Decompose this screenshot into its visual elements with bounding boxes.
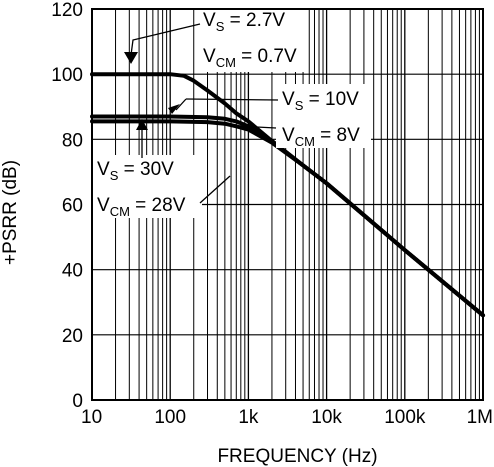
plot-frame [91, 8, 484, 401]
annotation-label: VCM = 0.7V [203, 46, 297, 70]
annotation-label: VS = 10V [282, 89, 359, 113]
series-line-3 [90, 119, 485, 318]
x-tick-label: 10k [311, 407, 342, 428]
arrow-head [124, 52, 138, 64]
y-axis-label: +PSRR (dB) [0, 160, 21, 265]
annotation-group: VS = 2.7V VCM = 0.7V VS = 10V VCM = 8V VS = … [92, 6, 371, 219]
tick-labels: 0 20 40 60 80 100 120 10 100 1k 10k 100k 1M [51, 0, 493, 428]
annotation-leader [235, 125, 277, 129]
annotation-label: VS = 30V [97, 159, 174, 183]
x-tick-label: 1M [467, 407, 493, 428]
annotation-arrow [185, 98, 279, 101]
annotation-background [92, 155, 202, 218]
x-tick-label: 100k [384, 407, 426, 428]
annotation-label: VS = 2.7V [203, 10, 285, 34]
arrow-head [136, 119, 148, 130]
x-axis-label: FREQUENCY (Hz) [217, 446, 377, 467]
y-tick-label: 0 [72, 391, 83, 412]
annotation-leader [199, 175, 231, 204]
series-group [90, 72, 485, 318]
annotation-arrow [175, 98, 187, 111]
x-tick-label: 10 [81, 407, 102, 428]
y-tick-label: 20 [62, 326, 83, 347]
x-tick-label: 1k [238, 407, 259, 428]
annotation-background [196, 6, 306, 72]
annotation-label: VCM = 28V [97, 195, 186, 219]
arrow-head [168, 104, 180, 114]
y-tick-label: 40 [62, 261, 83, 282]
annotation-background [276, 84, 371, 148]
y-tick-label: 80 [62, 130, 83, 151]
annotation-label: VCM = 8V [282, 125, 360, 149]
y-tick-label: 100 [51, 65, 83, 86]
y-tick-label: 120 [51, 0, 83, 21]
y-tick-label: 60 [62, 196, 83, 217]
annotation-arrow [130, 23, 201, 56]
x-tick-label: 100 [154, 407, 186, 428]
